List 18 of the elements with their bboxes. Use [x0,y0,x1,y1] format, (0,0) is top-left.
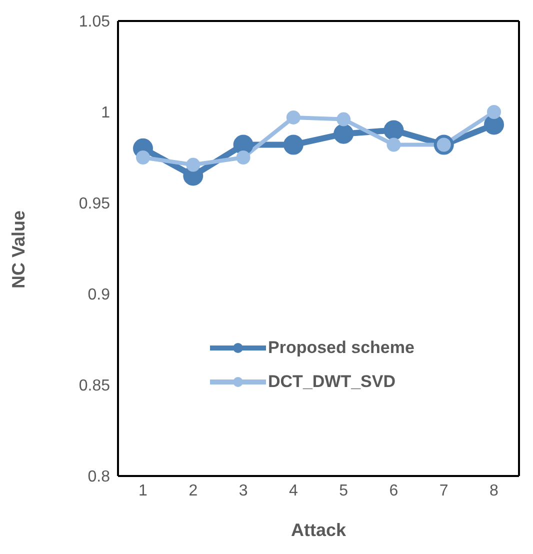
y-tick-label: 0.85 [78,378,110,395]
x-tick-label: 1 [138,482,148,500]
x-axis-title: Attack [290,520,347,540]
y-tick-label: 1 [101,104,110,122]
y-axis-title: NC Value [8,210,28,288]
x-tick-label: 7 [439,482,448,500]
y-tick-label: 1.05 [78,14,110,31]
y-tick-label: 0.95 [78,196,110,213]
x-tick-label: 8 [490,482,499,500]
y-tick-label: 0.8 [88,468,110,486]
legend-label: Proposed scheme [268,338,414,358]
legend-label: DCT_DWT_SVD [268,372,396,392]
x-tick-label: 6 [389,482,398,500]
x-tick-label: 2 [188,482,198,500]
x-tick-label: 3 [238,482,248,500]
x-tick-label: 4 [288,482,298,500]
y-tick-label: 0.9 [88,286,110,304]
x-tick-label: 5 [339,482,348,500]
